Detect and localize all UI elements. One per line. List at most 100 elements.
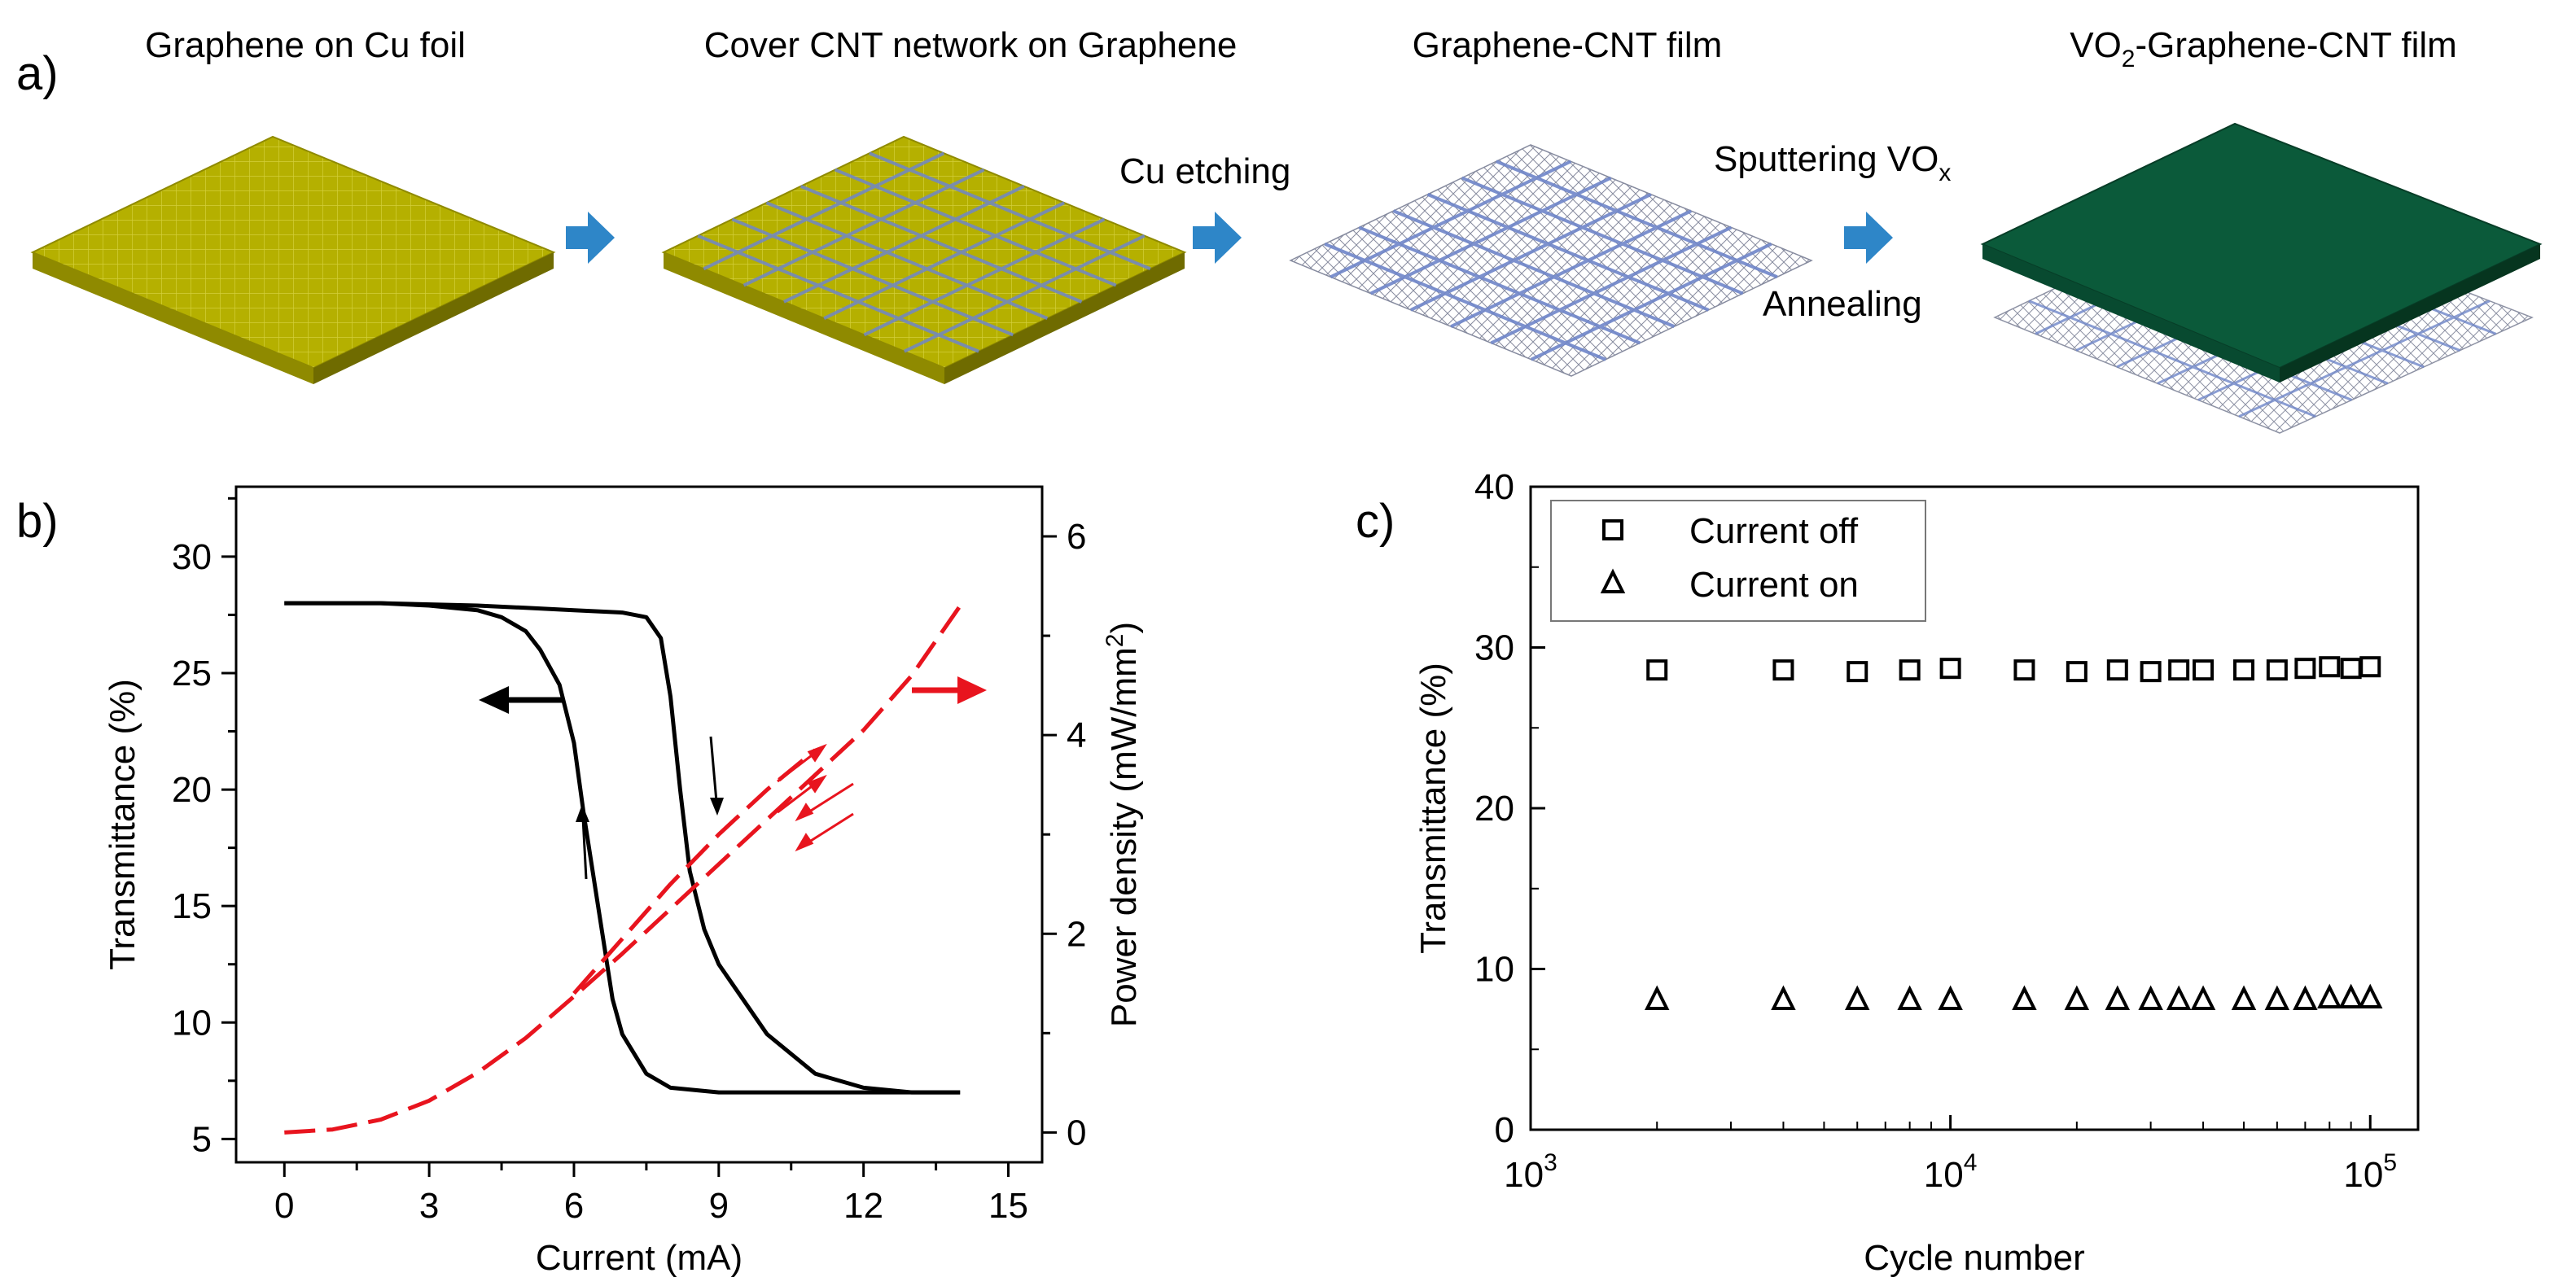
y-left-tick-label: 10 (172, 1003, 212, 1043)
marker-current-off (2193, 659, 2215, 681)
marker-current-off (2294, 658, 2316, 680)
cnt-line (1530, 242, 1772, 361)
marker-current-on (2064, 985, 2090, 1011)
cnt-line (903, 234, 1146, 353)
cnt-line (731, 217, 1014, 337)
series-line-3 (572, 748, 817, 995)
marker-current-on (2166, 985, 2192, 1011)
vo2-film-illustration (1980, 122, 2543, 434)
y-tick-label: 20 (1474, 789, 1514, 829)
cnt-line (863, 217, 1106, 337)
cu-etching-label: Cu etching (1119, 151, 1290, 191)
panel-b-label: b) (16, 495, 59, 548)
cnt-line (1330, 160, 1572, 279)
cnt-line (823, 201, 1066, 320)
cnt-on-cu-illustration (661, 135, 1187, 384)
series-line-1 (284, 601, 961, 1095)
y-left-tick-label: 30 (172, 537, 212, 577)
x-tick-label: 6 (564, 1186, 584, 1226)
sputtering-label: Sputtering VOx (1714, 139, 1951, 186)
y-tick-label: 0 (1495, 1110, 1514, 1150)
marker-current-on (1897, 985, 1922, 1011)
cnt-line (800, 185, 1083, 304)
panel-b-xlabel: Current (mA) (536, 1238, 743, 1278)
y-right-tick-label: 4 (1067, 715, 1086, 755)
marker-current-off (2233, 659, 2255, 681)
legend-triangle-marker (1600, 568, 1626, 593)
x-tick-label: 3 (419, 1186, 439, 1226)
panel-c-label: c) (1356, 495, 1395, 548)
x-tick-label: 12 (843, 1186, 883, 1226)
step-1-title: Graphene on Cu foil (145, 25, 466, 65)
marker-current-off (1899, 659, 1921, 681)
panel-c-xlabel: Cycle number (1864, 1238, 2084, 1278)
panel-a-label: a) (16, 47, 59, 100)
panel-b-ticks: 0 3 6 9 12 15 5 10 15 20 25 30 0 2 4 6 (172, 496, 1086, 1226)
marker-current-off (2319, 656, 2341, 678)
process-arrow-1 (566, 212, 615, 264)
process-arrow-3 (1844, 212, 1893, 264)
y-left-tick-label: 20 (172, 770, 212, 810)
y-tick-label: 30 (1474, 628, 1514, 668)
marker-current-on (2358, 983, 2383, 1009)
marker-current-off (2266, 659, 2288, 681)
y-left-tick-label: 5 (192, 1119, 212, 1159)
marker-current-on (2338, 983, 2364, 1009)
marker-current-on (1938, 985, 1963, 1011)
panel-b-ylabel-right: Power density (mW/mm2) (1102, 622, 1144, 1027)
step-3-title: Graphene-CNT film (1413, 25, 1723, 65)
cnt-line (1369, 176, 1612, 295)
cnt-line (1358, 225, 1641, 345)
cnt-line (1496, 160, 1778, 279)
marker-current-off (2340, 658, 2362, 680)
marker-current-on (2190, 985, 2216, 1011)
cnt-line (1392, 209, 1676, 328)
marker-current-on (2293, 985, 2318, 1011)
marker-current-off (2140, 661, 2162, 683)
cooling-branch-up-arrow (576, 804, 589, 880)
legend-current-off: Current off (1689, 511, 1859, 551)
marker-current-on (2105, 985, 2131, 1011)
cnt-line (697, 234, 979, 353)
y-right-tick-label: 6 (1067, 517, 1086, 557)
annealing-label: Annealing (1763, 284, 1922, 324)
panel-c-legend: Current off Current on (1550, 500, 1926, 622)
cu-foil-illustration (30, 135, 556, 384)
marker-current-off (1772, 659, 1794, 681)
cnt-line (2238, 300, 2491, 418)
panel-b-ylabel-left: Transmittance (%) (103, 679, 142, 970)
axis-pointer-left-arrow (479, 686, 563, 714)
cnt-line (1409, 193, 1652, 312)
panel-c: c) 103 104 105 0 10 20 30 40 Cycle number Trans… (1356, 467, 2420, 1278)
cnt-line (1324, 242, 1606, 361)
x-tick-label: 104 (1924, 1149, 1978, 1195)
marker-current-on (1644, 985, 1670, 1011)
marker-current-on (2138, 985, 2163, 1011)
marker-current-on (1771, 985, 1796, 1011)
cnt-line (1426, 193, 1710, 312)
series-line-0 (284, 601, 961, 1095)
series-line-2 (284, 605, 962, 1135)
marker-current-on (2012, 985, 2037, 1011)
y-left-tick-label: 15 (172, 886, 212, 926)
cnt-line (869, 151, 1151, 271)
marker-current-off (1939, 658, 1961, 680)
step-4-title: VO2-Graphene-CNT film (2070, 25, 2457, 72)
cnt-line (743, 168, 985, 287)
y-tick-label: 10 (1474, 950, 1514, 990)
marker-current-off (2106, 659, 2128, 681)
panel-c-series (1644, 656, 2383, 1011)
cnt-line (782, 185, 1025, 304)
marker-current-on (2231, 985, 2257, 1011)
panel-c-ylabel: Transmittance (%) (1413, 663, 1453, 954)
cnt-line (1490, 225, 1733, 345)
marker-current-on (1844, 985, 1870, 1011)
panel-c-ticks: 103 104 105 0 10 20 30 40 (1474, 467, 2397, 1195)
marker-current-off (2168, 659, 2190, 681)
cnt-line (765, 201, 1049, 320)
marker-current-off (2066, 661, 2088, 683)
legend-square-marker (1602, 519, 1623, 540)
graphene-cnt-film-illustration (1289, 144, 1813, 377)
marker-current-off (1847, 661, 1868, 683)
marker-current-off (2013, 659, 2035, 681)
